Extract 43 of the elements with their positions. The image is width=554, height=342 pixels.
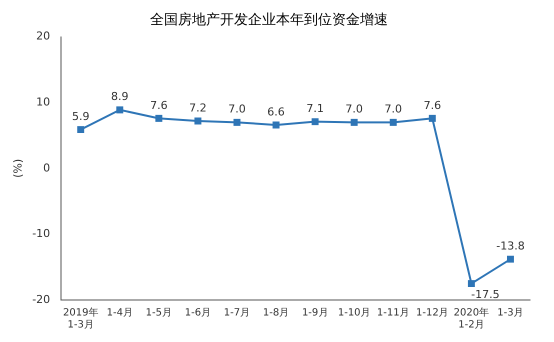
y-axis-title: (%): [11, 158, 24, 178]
x-tick-label: 1-8月: [262, 308, 290, 319]
data-label: 7.0: [384, 102, 402, 116]
x-tick-label: 2020年 1-2月: [454, 306, 490, 331]
data-label: -17.5: [471, 288, 500, 301]
point: [506, 256, 514, 263]
x-tick-label: 1-10月: [338, 308, 371, 319]
point: [468, 280, 475, 288]
data-label: 7.6: [424, 98, 442, 112]
x-tick-label: 1-5月: [146, 308, 172, 319]
data-label: 6.6: [267, 105, 285, 118]
point: [428, 114, 436, 122]
point: [194, 118, 202, 124]
point: [350, 118, 358, 126]
point: [234, 118, 240, 126]
data-label: 7.1: [306, 102, 324, 116]
y-tick-label: 20: [36, 30, 50, 43]
x-tick-label: 1-9月: [302, 308, 328, 319]
data-label: -13.8: [496, 240, 525, 253]
y-tick-label: -20: [32, 292, 50, 306]
y-tick-label: -10: [32, 227, 50, 240]
point: [116, 106, 124, 114]
y-tick-label: 0: [43, 161, 50, 174]
y-tick-label: 10: [36, 95, 50, 108]
x-tick-label: 1-11月: [376, 308, 410, 319]
data-label: 7.0: [345, 102, 363, 116]
point: [77, 126, 84, 134]
point: [390, 118, 397, 126]
x-tick-label: 1-4月: [106, 308, 133, 319]
x-tick-label: 1-6月: [184, 308, 212, 319]
x-tick-label: 2019年 1-3月: [62, 306, 98, 331]
data-label: 8.9: [111, 90, 129, 104]
data-label: 7.0: [228, 102, 246, 116]
chart-title: 全国房地产开发企业本年到位资金增速: [150, 12, 388, 28]
x-tick-label: 1-3月: [497, 308, 524, 319]
point: [155, 114, 162, 122]
data-label: 5.9: [72, 110, 90, 123]
data-label: 7.6: [150, 98, 168, 112]
point: [312, 118, 319, 126]
x-tick-label: 1-12月: [416, 308, 449, 319]
x-tick-label: 1-7月: [224, 308, 250, 319]
point: [272, 121, 280, 128]
data-label: 7.2: [189, 101, 207, 114]
